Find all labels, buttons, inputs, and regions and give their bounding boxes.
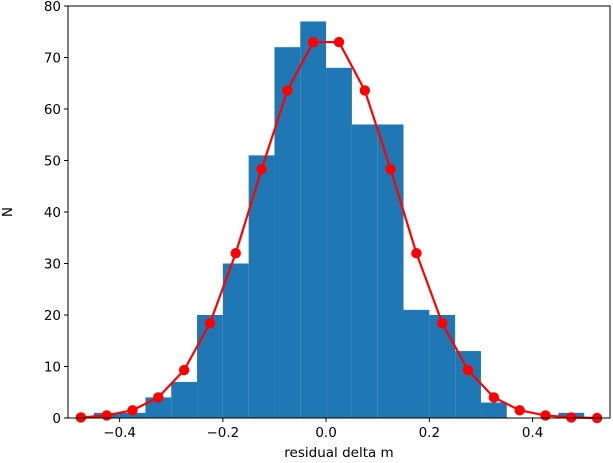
- fit-curve-point: [385, 164, 396, 175]
- y-tick-label: 0: [52, 411, 61, 427]
- histogram-bar: [429, 315, 456, 418]
- fit-curve-point: [153, 392, 164, 403]
- x-tick-label: −0.2: [206, 425, 239, 441]
- y-tick-label: 10: [44, 360, 61, 376]
- fit-curve-point: [204, 318, 216, 329]
- histogram-bar: [351, 124, 378, 418]
- fit-curve-point: [411, 248, 422, 259]
- x-axis-ticks: −0.4 −0.2 0.0 0.2 0.4: [103, 418, 543, 441]
- y-axis-ticks: 0 10 20 30 40 50 60 70 80: [44, 0, 68, 427]
- histogram-bars: [93, 21, 585, 419]
- fit-curve-point: [488, 392, 500, 403]
- histogram-bar: [145, 397, 172, 418]
- y-tick-label: 80: [44, 0, 61, 15]
- histogram-bar: [480, 402, 507, 418]
- histogram-bar: [197, 315, 223, 418]
- fit-curve-point: [437, 318, 448, 329]
- fit-curve-point: [566, 412, 577, 423]
- histogram-bar: [171, 381, 198, 418]
- fit-curve-point: [282, 85, 293, 96]
- fit-curve-point: [256, 164, 267, 175]
- histogram-bar: [248, 155, 275, 418]
- fit-curve-point: [127, 405, 138, 416]
- y-tick-label: 60: [44, 102, 61, 118]
- x-tick-label: 0.4: [522, 425, 543, 441]
- histogram-bar: [403, 309, 430, 418]
- fit-curve-point: [178, 364, 190, 376]
- y-tick-label: 20: [44, 308, 61, 324]
- x-tick-label: 0.0: [315, 425, 336, 441]
- fit-curve-point: [101, 410, 112, 421]
- histogram-bar: [222, 263, 249, 418]
- histogram-bar: [326, 67, 352, 419]
- fit-curve-point: [75, 412, 87, 423]
- fit-curve-point: [540, 410, 551, 421]
- histogram-bar: [274, 47, 301, 418]
- x-tick-label: 0.2: [419, 425, 440, 441]
- x-axis-label: residual delta m: [284, 445, 393, 461]
- fit-curve-point: [230, 248, 241, 259]
- fit-curve-point: [514, 405, 525, 416]
- y-tick-label: 70: [44, 51, 61, 67]
- histogram-bar: [300, 21, 327, 418]
- y-tick-label: 40: [44, 205, 61, 221]
- fit-curve-point: [307, 36, 319, 48]
- y-axis-label: N: [0, 207, 16, 217]
- y-tick-label: 30: [44, 257, 61, 273]
- x-tick-label: −0.4: [103, 425, 136, 441]
- histogram-bar: [455, 351, 481, 418]
- fit-curve-point: [462, 364, 474, 376]
- y-tick-label: 50: [44, 154, 61, 170]
- fit-curve-point: [359, 85, 371, 96]
- fit-curve-point: [333, 36, 345, 48]
